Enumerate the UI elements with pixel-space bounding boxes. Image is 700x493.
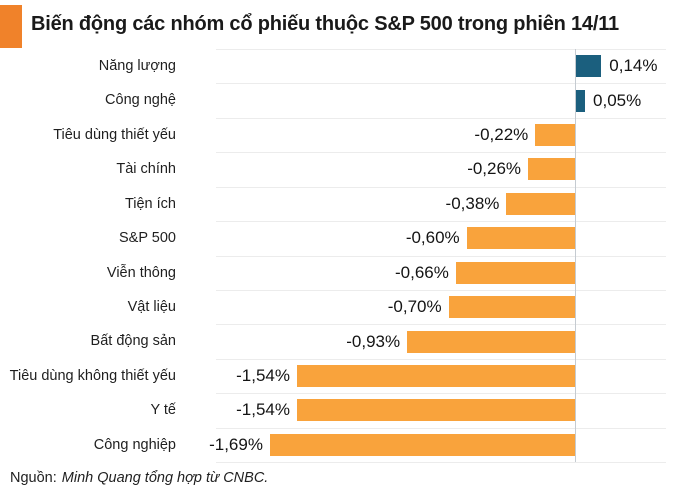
bar-row-label: Vật liệu	[127, 298, 176, 315]
row-separator-line	[216, 324, 666, 326]
bar	[576, 89, 586, 112]
bar-row-label: Tiện ích	[124, 195, 176, 212]
bar-row-label: Viễn thông	[106, 264, 176, 281]
row-separator-line	[216, 152, 666, 154]
chart-title: Biến động các nhóm cổ phiếu thuộc S&P 50…	[31, 12, 619, 35]
bar	[407, 330, 575, 353]
bar	[535, 124, 575, 147]
bar-value-label: -1,54%	[236, 400, 291, 420]
row-separator-line	[216, 289, 666, 291]
bar-value-label: -0,70%	[387, 297, 442, 317]
bar-value-label: 0,05%	[593, 90, 642, 110]
bar-value-label: -1,54%	[236, 365, 291, 385]
source-prefix: Nguồn:	[10, 470, 57, 486]
row-separator-line	[216, 49, 666, 50]
row-separator-line	[216, 427, 666, 429]
bar-row-label: Tiêu dùng không thiết yếu	[9, 367, 176, 384]
bar-row-label: Công nghệ	[105, 92, 176, 109]
bar-row-label: Năng lượng	[98, 58, 176, 74]
source-text: Minh Quang tổng hợp từ CNBC.	[61, 470, 269, 486]
bar-value-label: -0,93%	[346, 331, 401, 351]
row-separator-line	[216, 221, 666, 223]
zero-axis-line	[575, 49, 576, 462]
bar-value-label: -1,69%	[209, 434, 263, 454]
row-separator-line	[216, 186, 666, 188]
row-separator-line	[216, 462, 666, 463]
title-accent-square	[0, 5, 22, 48]
row-separator-line	[216, 117, 666, 119]
bar-row-label: Tài chính	[116, 161, 176, 178]
bar-value-label: 0,14%	[609, 56, 658, 76]
source-note: Nguồn: Minh Quang tổng hợp từ CNBC.	[10, 464, 268, 492]
row-separator-line	[216, 83, 666, 85]
bar-value-label: -0,60%	[405, 228, 460, 248]
bar-value-label: -0,38%	[445, 193, 500, 213]
bar	[297, 399, 575, 422]
bar	[506, 192, 575, 215]
bar-value-label: -0,66%	[394, 262, 449, 282]
bar	[269, 433, 575, 456]
bar	[448, 296, 575, 319]
bar-value-label: -0,22%	[474, 125, 529, 145]
bar-row-label: Công nghiệp	[93, 436, 176, 453]
bar-row-label: Bất động sản	[90, 333, 176, 350]
row-separator-line	[216, 393, 666, 395]
row-separator-line	[216, 358, 666, 360]
bar	[455, 261, 575, 284]
bar-value-label: -0,26%	[467, 159, 522, 179]
bar-row-label: Y tế	[150, 402, 176, 419]
bar	[576, 55, 602, 78]
bar	[297, 364, 575, 387]
bar-row-label: S&P 500	[119, 230, 176, 247]
bar	[528, 158, 575, 181]
row-separator-line	[216, 255, 666, 257]
bar	[466, 227, 575, 250]
bar-row-label: Tiêu dùng thiết yếu	[53, 126, 176, 143]
